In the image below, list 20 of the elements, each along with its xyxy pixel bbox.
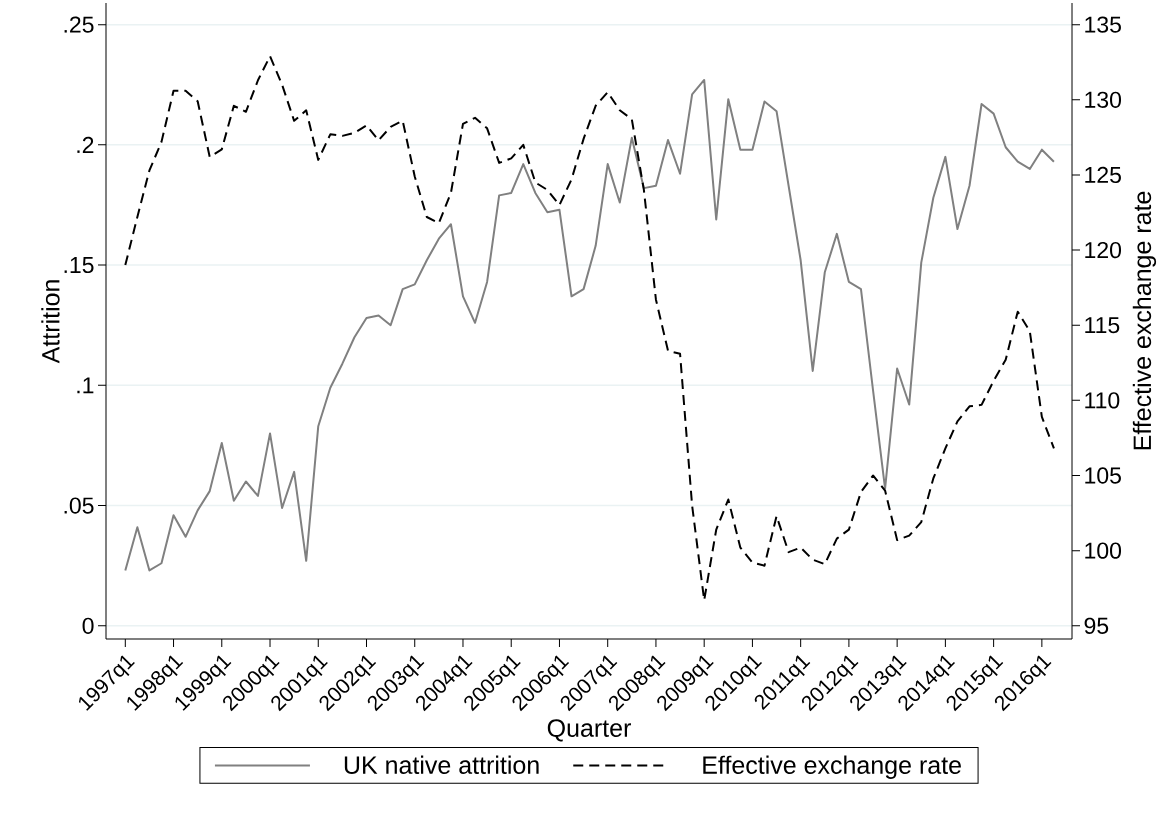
- y2-tick-label: 100: [1085, 542, 1122, 559]
- y2-tick-label: 120: [1085, 241, 1122, 259]
- y-tick-label: .05: [64, 497, 94, 514]
- y-tick-label: .15: [64, 257, 94, 274]
- y2-tick-label: 95: [1084, 617, 1109, 634]
- y-tick-label: .2: [77, 136, 94, 153]
- y2-tick-label: 115: [1085, 317, 1120, 334]
- x-axis-title: Quarter: [547, 719, 631, 742]
- y2-tick-label: 125: [1085, 166, 1121, 184]
- legend-label: UK native attrition: [344, 755, 539, 774]
- y-tick-label: 0: [82, 617, 94, 634]
- y2-axis-title: Effective exchange rate: [1132, 191, 1157, 450]
- y2-tick-label: 110: [1085, 392, 1120, 409]
- legend-label: Effective exchange rate: [703, 755, 961, 779]
- y-tick-label: .25: [64, 16, 94, 33]
- y2-tick-label: 135: [1085, 16, 1121, 33]
- y-tick-label: .1: [77, 377, 94, 394]
- y2-tick-label: 105: [1085, 467, 1121, 484]
- y-axis-title: Attrition: [41, 280, 60, 364]
- y2-tick-label: 130: [1085, 91, 1122, 108]
